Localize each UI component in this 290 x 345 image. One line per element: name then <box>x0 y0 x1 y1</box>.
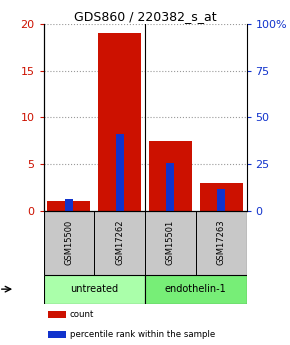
Bar <box>98 33 141 210</box>
Bar <box>116 134 124 210</box>
Text: count: count <box>70 310 94 319</box>
Text: GSM15501: GSM15501 <box>166 220 175 265</box>
Bar <box>65 199 73 210</box>
Bar <box>48 331 66 338</box>
Bar <box>47 201 90 210</box>
Title: GDS860 / 220382_s_at: GDS860 / 220382_s_at <box>74 10 216 23</box>
Bar <box>94 210 145 275</box>
Text: GSM17263: GSM17263 <box>217 220 226 265</box>
Bar <box>145 275 246 304</box>
Bar <box>166 163 174 210</box>
Bar <box>200 183 243 210</box>
Text: percentile rank within the sample: percentile rank within the sample <box>70 330 215 339</box>
Bar <box>196 210 246 275</box>
Text: untreated: untreated <box>70 284 118 294</box>
Text: endothelin-1: endothelin-1 <box>165 284 226 294</box>
Bar <box>48 311 66 318</box>
Text: GSM17262: GSM17262 <box>115 220 124 265</box>
Bar <box>145 210 196 275</box>
Bar <box>149 141 192 210</box>
Bar <box>217 189 225 210</box>
Text: GSM15500: GSM15500 <box>64 220 73 265</box>
Bar <box>44 275 145 304</box>
Bar <box>44 210 94 275</box>
